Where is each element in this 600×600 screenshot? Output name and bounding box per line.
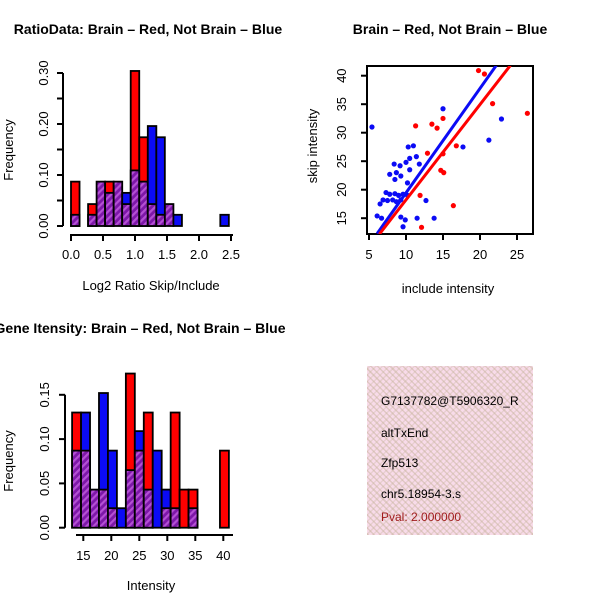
svg-text:25: 25: [334, 154, 349, 168]
svg-text:0.10: 0.10: [36, 162, 51, 187]
scatter-panel: Brain – Red, Not Brain – Blue skip inten…: [300, 0, 600, 300]
svg-text:1.0: 1.0: [126, 247, 144, 262]
svg-text:20: 20: [104, 548, 118, 563]
svg-text:0.20: 0.20: [36, 111, 51, 136]
svg-text:40: 40: [216, 548, 230, 563]
svg-text:35: 35: [188, 548, 202, 563]
frequency-axis-label: Frequency: [1, 119, 16, 181]
svg-text:0.10: 0.10: [37, 426, 52, 451]
svg-text:25: 25: [132, 548, 146, 563]
svg-text:2.0: 2.0: [190, 247, 208, 262]
svg-text:0.0: 0.0: [62, 247, 80, 262]
svg-text:30: 30: [334, 125, 349, 139]
svg-text:20: 20: [334, 182, 349, 196]
svg-text:20: 20: [473, 247, 487, 262]
svg-text:10: 10: [399, 247, 413, 262]
skip-intensity-axis-label: skip intensity: [305, 108, 320, 184]
svg-text:35: 35: [334, 97, 349, 111]
svg-text:0.00: 0.00: [36, 213, 51, 238]
svg-text:40: 40: [334, 68, 349, 82]
probe-id-text: G7137782@T5906320_R: [381, 394, 519, 408]
svg-text:1.5: 1.5: [158, 247, 176, 262]
frequency-axis-label: Frequency: [1, 430, 16, 492]
svg-text:2.5: 2.5: [222, 247, 240, 262]
ratio-histogram-panel: RatioData: Brain – Red, Not Brain – Blue…: [0, 0, 300, 300]
svg-text:0.15: 0.15: [37, 382, 52, 407]
svg-text:15: 15: [76, 548, 90, 563]
scatter-title: Brain – Red, Not Brain – Blue: [352, 21, 548, 37]
event-type-text: altTxEnd: [381, 426, 429, 440]
ratio-histogram-title: RatioData: Brain – Red, Not Brain – Blue: [13, 21, 283, 37]
svg-text:0.00: 0.00: [37, 515, 52, 540]
svg-text:5: 5: [365, 247, 372, 262]
gene-name-text: Zfp513: [381, 456, 419, 470]
svg-text:15: 15: [334, 211, 349, 225]
info-box: G7137782@T5906320_R altTxEnd Zfp513 chr5…: [367, 366, 533, 535]
svg-text:0.5: 0.5: [94, 247, 112, 262]
intensity-histogram-title: Gene Itensity: Brain – Red, Not Brain – …: [0, 320, 286, 336]
intensity-axis-label: Intensity: [126, 578, 176, 593]
svg-text:30: 30: [160, 548, 174, 563]
intensity-histogram-panel: Gene Itensity: Brain – Red, Not Brain – …: [0, 300, 300, 600]
pval-text: Pval: 2.000000: [381, 510, 462, 524]
include-intensity-axis-label: include intensity: [401, 281, 495, 296]
log2-ratio-axis-label: Log2 Ratio Skip/Include: [82, 278, 220, 293]
svg-text:25: 25: [510, 247, 524, 262]
location-text: chr5.18954-3.s: [381, 487, 462, 501]
svg-text:15: 15: [436, 247, 450, 262]
svg-text:0.30: 0.30: [36, 60, 51, 85]
svg-text:0.05: 0.05: [37, 471, 52, 496]
